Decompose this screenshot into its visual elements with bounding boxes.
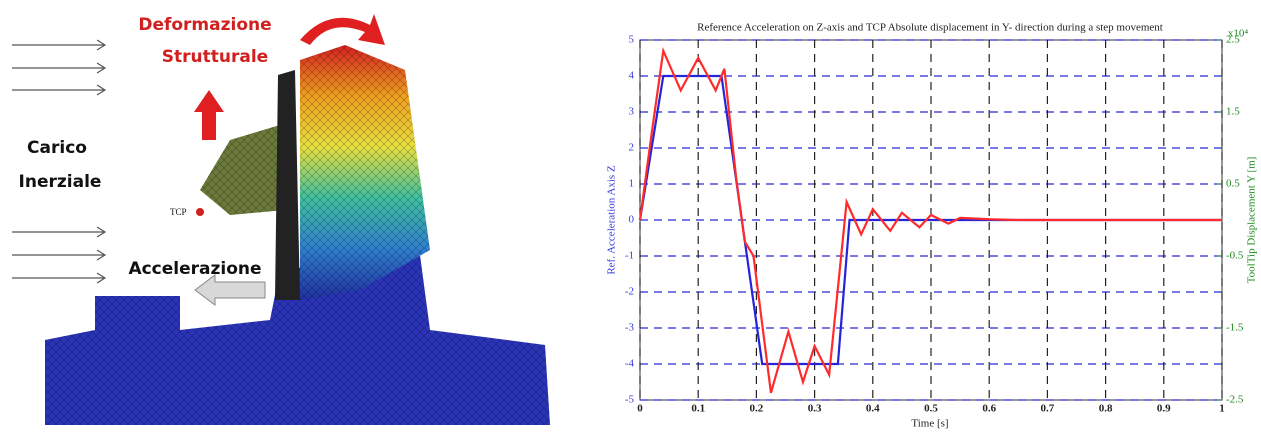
label: Deformazione [138, 15, 271, 35]
x-tick-label: 0 [637, 403, 643, 415]
x-tick-label: 0.7 [1041, 403, 1055, 415]
y2-tick-label: 1.5 [1226, 106, 1240, 118]
x-tick-label: 0.1 [691, 403, 705, 415]
y-tick-label: -2 [625, 286, 634, 298]
x-tick-label: 0.6 [982, 403, 996, 415]
y2-tick-label: 0.5 [1226, 178, 1240, 190]
label: Inerziale [19, 172, 102, 192]
label: Accelerazione [128, 259, 261, 279]
y-tick-label: 0 [629, 214, 635, 226]
y-tick-label: 4 [629, 70, 635, 82]
y2-tick-label: -2.5 [1226, 394, 1244, 406]
page: Deformazione Strutturale Carico Inerzial… [0, 0, 1261, 432]
y2-tick-label: 2.5 [1226, 34, 1240, 46]
x-tick-label: 0.4 [866, 403, 880, 415]
y2-axis-label: ToolTip Displacement Y [m] [1246, 157, 1258, 284]
y2-tick-label: -1.5 [1226, 322, 1244, 334]
y-tick-label: 2 [629, 142, 635, 154]
y-tick-label: -3 [625, 322, 635, 334]
y-tick-label: 3 [629, 106, 635, 118]
illustration: Deformazione Strutturale Carico Inerzial… [12, 14, 550, 425]
chart-title: Reference Acceleration on Z-axis and TCP… [697, 22, 1163, 34]
x-tick-label: 0.3 [808, 403, 822, 415]
y-tick-label: 5 [629, 34, 635, 46]
label: Carico [27, 138, 87, 158]
x-tick-label: 0.8 [1099, 403, 1113, 415]
y-tick-label: 1 [629, 178, 635, 190]
x-tick-label: 1 [1219, 403, 1225, 415]
label: TCP [170, 207, 187, 217]
y-tick-label: -5 [625, 394, 635, 406]
x-tick-label: 0.2 [750, 403, 764, 415]
label: Strutturale [162, 47, 268, 67]
y-axis-label: Ref. Acceleration Axis Z [606, 165, 618, 275]
y-tick-label: -4 [625, 358, 635, 370]
x-tick-label: 0.5 [924, 403, 938, 415]
x-axis-label: Time [s] [911, 418, 948, 430]
x-tick-label: 0.9 [1157, 403, 1171, 415]
y-tick-label: -1 [625, 250, 634, 262]
y2-tick-label: -0.5 [1226, 250, 1244, 262]
